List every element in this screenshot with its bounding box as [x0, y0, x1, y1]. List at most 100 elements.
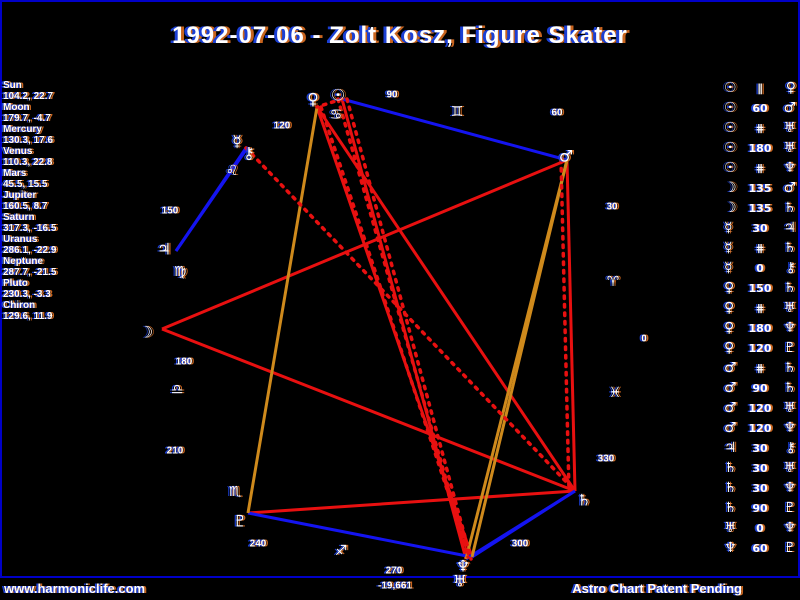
aspect-row-22: ♅ 0 ♆ [724, 518, 796, 538]
aspect-type-label: 90 [752, 381, 768, 395]
aspect-planet1-glyph: ☿ [724, 260, 733, 276]
aspect-planet1-glyph: ☉ [724, 120, 737, 136]
planet-name-chiron: Chiron [3, 300, 36, 311]
aspect-planet2-glyph: ♃ [783, 220, 796, 236]
aspect-type-label: 30 [752, 441, 768, 455]
venus-glyph: ♀ [307, 89, 319, 109]
aspect-planet2-glyph: ♆ [783, 160, 796, 176]
aspect-row-12: ♀ 180 ♆ [724, 318, 796, 338]
aspect-row-5: ☽ 135 ♂ [724, 178, 796, 198]
aspect-row-23: ♆ 60 ♇ [724, 538, 796, 558]
aspect-planet2-glyph: ♄ [783, 280, 796, 296]
uranus-glyph: ♅ [452, 571, 468, 591]
aspect-line-mars-neptune [470, 159, 569, 558]
planet-values-mars: 45.5, 15.5 [3, 179, 48, 190]
aspect-planet1-glyph: ☉ [724, 100, 737, 116]
aspect-row-2: ☉ ⋕ ♅ [724, 118, 796, 138]
aspect-line-venus-pluto [246, 106, 319, 514]
aspect-planet2-glyph: ♂ [783, 100, 796, 116]
saturn-glyph: ♄ [576, 490, 592, 510]
zodiac-sign-pisces-glyph: ♓ [608, 385, 622, 401]
aspect-type-label: 135 [748, 181, 772, 195]
planet-name-jupiter: Jupiter [3, 190, 37, 201]
aspect-row-9: ☿ 0 ⚷ [724, 258, 796, 278]
aspect-type-label: ⋕ [755, 361, 765, 375]
aspect-planet1-glyph: ☉ [724, 140, 737, 156]
planet-values-venus: 110.3, 22.8 [3, 157, 53, 168]
aspect-line-saturn-neptune [471, 489, 576, 559]
aspect-row-18: ♃ 30 ⚷ [724, 438, 796, 458]
aspect-row-17: ♂ 120 ♆ [724, 418, 796, 438]
aspect-row-6: ☽ 135 ♄ [724, 198, 796, 218]
aspect-planet2-glyph: ♆ [783, 420, 796, 436]
aspect-planet1-glyph: ♄ [724, 480, 737, 496]
aspect-planet1-glyph: ☽ [724, 200, 737, 216]
aspect-line-venus-uranus [319, 105, 472, 561]
aspect-type-label: 180 [748, 321, 772, 335]
planet-values-sun: 104.2, 22.7 [3, 91, 54, 102]
planet-values-moon: 179.7, -4.7 [3, 113, 51, 124]
aspect-planet1-glyph: ♂ [724, 380, 737, 396]
aspect-row-10: ♀ 150 ♄ [724, 278, 796, 298]
aspect-line-venus-saturn [315, 106, 577, 492]
aspect-planet2-glyph: ♅ [783, 140, 796, 156]
sun-glyph: ☉ [330, 85, 346, 105]
aspect-planet1-glyph: ☿ [724, 240, 733, 256]
mars-glyph: ♂ [558, 146, 574, 166]
aspect-type-label: ∥ [757, 81, 763, 95]
aspect-planet1-glyph: ☉ [724, 80, 737, 96]
planet-name-saturn: Saturn [3, 212, 35, 223]
bottom-value-label: -19,661 [378, 580, 412, 592]
aspect-type-label: 60 [752, 541, 768, 555]
aspect-line-neptune-pluto [247, 511, 473, 559]
aspect-planet2-glyph: ♅ [783, 460, 796, 476]
aspect-planet2-glyph: ♄ [783, 240, 796, 256]
aspect-planet2-glyph: ♀ [785, 80, 796, 96]
neptune-glyph: ♆ [455, 556, 471, 576]
aspect-planet1-glyph: ♆ [724, 540, 737, 556]
planet-values-saturn: 317.3, -16.5 [3, 223, 57, 234]
aspect-type-label: 120 [748, 421, 772, 435]
aspect-type-label: 135 [748, 201, 772, 215]
planet-name-pluto: Pluto [3, 278, 28, 289]
aspect-line-sun-mars [341, 97, 568, 162]
aspect-planet2-glyph: ♆ [783, 520, 796, 536]
moon-glyph: ☽ [138, 322, 154, 342]
aspect-row-8: ☿ ⋕ ♄ [724, 238, 796, 258]
aspect-planet2-glyph: ♂ [783, 180, 796, 196]
aspect-type-label: 90 [752, 501, 768, 515]
aspect-row-4: ☉ ⋕ ♆ [724, 158, 796, 178]
aspect-row-21: ♄ 90 ♇ [724, 498, 796, 518]
aspect-planet2-glyph: ♆ [783, 480, 796, 496]
aspect-planet1-glyph: ♅ [724, 520, 737, 536]
aspect-planet1-glyph: ♃ [724, 440, 737, 456]
aspect-row-19: ♄ 30 ♅ [724, 458, 796, 478]
aspect-type-label: 120 [748, 341, 772, 355]
aspect-type-label: 0 [756, 521, 764, 535]
zodiac-sign-sagittarius-glyph: ♐ [334, 543, 348, 559]
aspect-type-label: 120 [748, 401, 772, 415]
planet-name-mars: Mars [3, 168, 27, 179]
chart-title: 1992-07-06 - Zolt Kosz, Figure Skater [172, 22, 628, 49]
zodiac-sign-gemini-glyph: ♊ [450, 104, 464, 120]
aspect-line-saturn-pluto [247, 489, 576, 515]
aspect-type-label: ⋕ [755, 241, 765, 255]
planet-position-table: Sun 104.2, 22.7 Moon 179.7, -4.7 Mercury 130.… [3, 80, 56, 322]
aspect-planet2-glyph: ♄ [783, 380, 796, 396]
degree-label-300: 300 [511, 538, 529, 550]
planet-name-sun: Sun [3, 80, 22, 91]
aspect-row-0: ☉ ∥ ♀ [724, 78, 796, 98]
degree-label-210: 210 [166, 445, 184, 457]
aspect-planet2-glyph: ♅ [783, 400, 796, 416]
aspect-row-11: ♀ ⋕ ♅ [724, 298, 796, 318]
aspect-planet1-glyph: ☉ [724, 160, 737, 176]
planet-values-neptune: 287.7, -21.5 [3, 267, 57, 278]
planet-values-mercury: 130.3, 17.6 [3, 135, 54, 146]
planet-values-uranus: 286.1, -22.9 [3, 245, 57, 256]
zodiac-sign-libra-glyph: ♎ [170, 382, 184, 398]
aspect-planet2-glyph: ⚷ [785, 440, 796, 456]
zodiac-sign-leo-glyph: ♌ [225, 163, 239, 179]
aspect-row-15: ♂ 90 ♄ [724, 378, 796, 398]
aspect-planet1-glyph: ♀ [724, 340, 735, 356]
aspect-planet1-glyph: ♄ [724, 500, 737, 516]
